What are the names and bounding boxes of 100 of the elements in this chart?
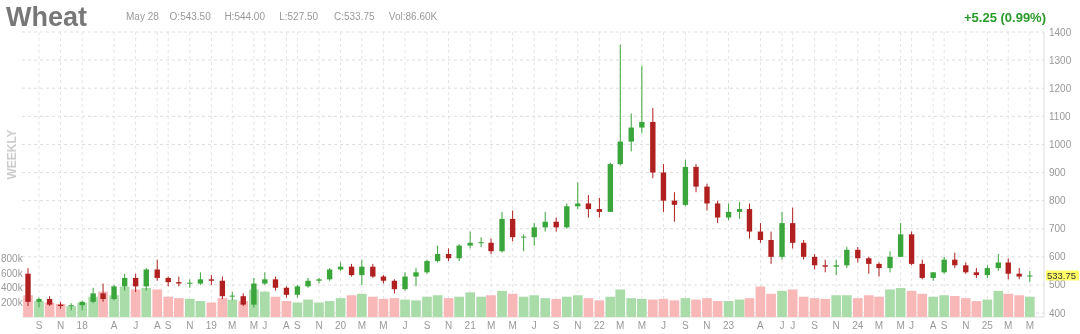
x-tick-label: M	[249, 320, 259, 331]
candlestick	[305, 277, 311, 289]
candlestick	[520, 233, 527, 252]
x-tick-label: N	[703, 320, 711, 331]
x-tick-label: J	[790, 320, 796, 331]
x-tick-label: S	[294, 320, 302, 331]
x-tick-label: S	[35, 320, 43, 331]
text: +5.25 (0.99%)	[963, 10, 1046, 25]
candlestick	[887, 250, 893, 273]
bar	[744, 298, 755, 317]
text: L:527.50	[279, 11, 319, 22]
x-tick-label: M	[616, 320, 625, 331]
x-tick-label: 19	[205, 320, 218, 331]
x-tick-label: M	[1004, 320, 1013, 331]
candlestick	[509, 209, 516, 242]
x-tick-label: S	[552, 320, 560, 331]
bar	[486, 295, 496, 317]
bar	[389, 298, 400, 317]
candlestick	[704, 183, 710, 211]
bar	[777, 290, 787, 317]
y2-tick-label: 400k	[1, 282, 24, 294]
x-tick-label: 21	[464, 320, 477, 331]
y2-tick-label: 800k	[1, 253, 24, 265]
candlestick	[564, 202, 570, 230]
y-tick-label: 700	[1049, 223, 1067, 235]
x-tick-label: M	[379, 320, 388, 331]
y2-tick-label: 200k	[1, 297, 24, 308]
candlestick	[800, 239, 807, 261]
x-tick-label: J	[133, 320, 139, 331]
candlestick	[746, 202, 753, 240]
y-tick-label: 500	[1049, 279, 1067, 291]
x-tick-label: M	[486, 320, 496, 331]
x-tick-label: A	[757, 320, 765, 331]
text: Vol:86.60K	[388, 11, 438, 22]
bar	[497, 290, 507, 317]
bar	[55, 303, 66, 317]
candlestick	[478, 236, 484, 248]
bar	[723, 301, 734, 317]
bar	[669, 300, 680, 317]
y-tick-label: 800	[1049, 195, 1067, 207]
y2-tick-label: 600k	[1, 267, 24, 279]
text: O:543.50	[169, 11, 212, 22]
text: H:544.00	[224, 11, 266, 22]
bar	[583, 298, 594, 317]
y-tick-label: 600	[1049, 251, 1067, 263]
text: May 28	[126, 11, 160, 22]
x-tick-label: S	[940, 320, 948, 331]
bar	[270, 296, 281, 317]
candlestick	[575, 181, 581, 210]
x-tick-label: 24	[852, 320, 864, 331]
candlestick	[714, 200, 721, 224]
text: C:533.75	[334, 11, 376, 22]
x-tick-label: N	[962, 320, 970, 331]
bar	[34, 301, 44, 317]
x-tick-label: 18	[76, 320, 89, 331]
x-tick-label: A	[283, 320, 291, 331]
x-tick-label: S	[423, 320, 431, 331]
x-tick-label: M	[1025, 320, 1035, 331]
x-tick-label: A	[153, 320, 161, 331]
x-tick-label: N	[186, 320, 194, 331]
bar	[594, 300, 605, 317]
candlestick	[413, 267, 419, 287]
candlestick	[768, 231, 774, 265]
x-tick-label: 25	[981, 320, 994, 331]
bar	[346, 295, 357, 317]
candlestick	[531, 222, 537, 247]
y-tick-label: 1100	[1049, 110, 1071, 122]
y-tick-label: 1300	[1049, 54, 1072, 66]
x-tick-label: M	[874, 320, 884, 331]
bar	[335, 298, 346, 317]
bar	[507, 293, 518, 317]
bar	[281, 301, 292, 317]
x-tick-label: J	[779, 320, 785, 331]
x-tick-label: S	[164, 320, 172, 331]
x-tick-label: J	[531, 320, 537, 331]
candlestick	[876, 261, 882, 278]
candlestick	[919, 259, 925, 280]
candlestick	[628, 113, 634, 152]
x-tick-label: M	[228, 320, 237, 331]
candlestick	[585, 194, 592, 218]
x-tick-label: A	[110, 320, 118, 331]
x-tick-label: J	[402, 320, 408, 331]
x-tick-label: M	[896, 320, 905, 331]
x-tick-label: N	[832, 320, 840, 331]
chart-title: Wheat	[6, 2, 88, 32]
candlestick	[596, 197, 603, 218]
candlestick	[187, 278, 193, 289]
candlestick	[359, 259, 365, 286]
x-tick-label: N	[56, 320, 65, 331]
x-tick-label: S	[682, 320, 690, 331]
candlestick	[789, 207, 796, 249]
x-tick-label: N	[574, 320, 582, 331]
y-tick-label: 900	[1049, 167, 1067, 179]
candlestick	[844, 246, 850, 269]
y-tick-label: 1000	[1049, 138, 1072, 150]
x-tick-label: M	[357, 320, 367, 331]
y-tick-label: 400	[1049, 307, 1067, 319]
bar	[1025, 296, 1035, 317]
x-tick-label: A	[929, 320, 937, 331]
y-tick-label: 1200	[1049, 82, 1072, 94]
